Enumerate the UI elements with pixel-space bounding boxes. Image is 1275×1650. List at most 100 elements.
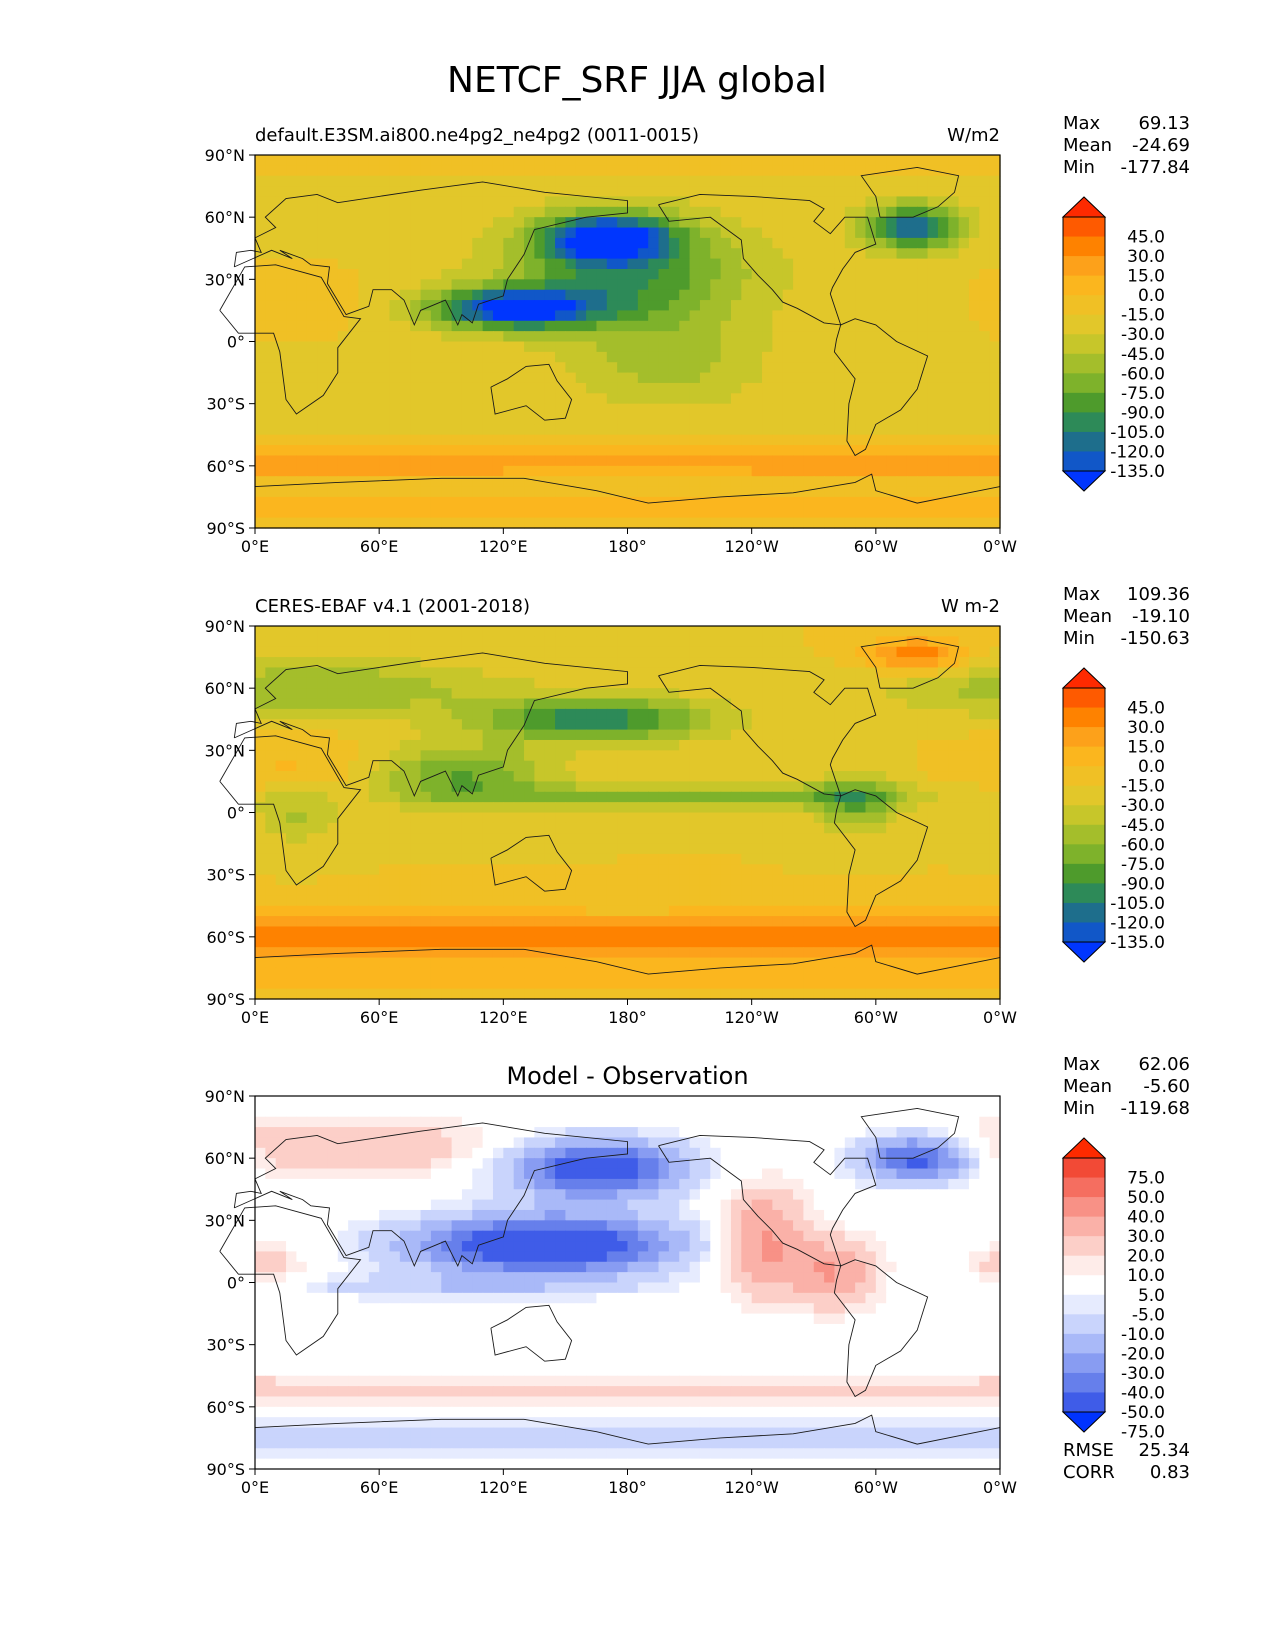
- contour-cell: [565, 916, 577, 928]
- contour-cell: [596, 372, 608, 384]
- contour-cell: [389, 957, 401, 969]
- contour-cell: [979, 465, 991, 477]
- contour-cell: [296, 947, 308, 959]
- contour-cell: [865, 393, 877, 405]
- contour-cell: [255, 217, 266, 229]
- contour-cell: [524, 372, 535, 384]
- contour-cell: [492, 186, 504, 198]
- contour-cell: [958, 802, 970, 814]
- contour-cell: [606, 947, 618, 959]
- contour-cell: [337, 636, 349, 648]
- contour-cell: [948, 175, 960, 187]
- contour-cell: [451, 175, 463, 187]
- contour-cell: [699, 414, 711, 425]
- contour-cell: [482, 739, 494, 751]
- contour-cell: [917, 885, 929, 896]
- contour-cell: [637, 186, 649, 198]
- contour-cell: [399, 289, 411, 301]
- contour-cell: [534, 905, 546, 917]
- contour-cell: [358, 186, 370, 198]
- contour-cell: [482, 905, 494, 917]
- contour-cell: [968, 802, 980, 814]
- contour-cell: [627, 414, 639, 425]
- contour-cell: [699, 372, 711, 384]
- contour-cell: [720, 802, 732, 814]
- contour-cell: [368, 258, 380, 270]
- contour-cell: [658, 677, 670, 689]
- contour-cell: [555, 331, 567, 343]
- contour-cell: [730, 947, 742, 959]
- contour-cell: [896, 708, 908, 720]
- contour-cell: [482, 677, 494, 689]
- contour-cell: [306, 626, 318, 637]
- contour-cell: [555, 268, 567, 280]
- contour-cell: [296, 237, 308, 249]
- contour-cell: [513, 372, 525, 384]
- contour-cell: [430, 750, 442, 762]
- contour-cell: [368, 636, 380, 648]
- contour-cell: [555, 802, 567, 814]
- contour-cell: [679, 268, 691, 280]
- contour-cell: [668, 351, 680, 363]
- contour-cell: [524, 196, 535, 208]
- contour-cell: [679, 320, 691, 332]
- contour-cell: [606, 268, 618, 280]
- contour-cell: [544, 310, 556, 322]
- contour-cell: [492, 874, 504, 886]
- contour-cell: [255, 382, 266, 394]
- contour-cell: [627, 947, 639, 959]
- contour-cell: [534, 486, 546, 498]
- contour-cell: [544, 864, 556, 876]
- contour-cell: [762, 771, 773, 783]
- contour-cell: [368, 905, 380, 917]
- contour-cell: [720, 310, 732, 322]
- contour-cell: [617, 698, 629, 710]
- contour-cell: [906, 279, 918, 291]
- contour-cell: [286, 300, 297, 312]
- contour-cell: [824, 455, 836, 467]
- contour-cell: [865, 636, 877, 648]
- contour-cell: [865, 698, 877, 710]
- contour-cell: [296, 424, 308, 436]
- contour-cell: [410, 916, 422, 928]
- contour-cell: [348, 771, 360, 783]
- contour-cell: [979, 248, 991, 260]
- contour-cell: [286, 227, 297, 239]
- contour-cell: [989, 636, 1001, 648]
- contour-cell: [958, 812, 970, 824]
- contour-cell: [306, 186, 318, 198]
- contour-cell: [813, 947, 825, 959]
- contour-cell: [513, 771, 525, 783]
- contour-cell: [461, 646, 473, 658]
- contour-cell: [803, 455, 815, 467]
- contour-cell: [648, 310, 660, 322]
- contour-cell: [482, 626, 494, 637]
- contour-cell: [606, 646, 618, 658]
- contour-cell: [813, 496, 825, 508]
- contour-cell: [575, 822, 587, 834]
- colorbar-tick-label: -75.0: [1121, 384, 1165, 404]
- contour-cell: [979, 424, 991, 436]
- contour-cell: [710, 874, 722, 886]
- contour-cell: [834, 926, 846, 938]
- contour-cell: [968, 445, 980, 457]
- contour-cell: [927, 812, 939, 824]
- contour-cell: [451, 372, 463, 384]
- contour-cell: [596, 351, 608, 363]
- contour-cell: [492, 750, 504, 762]
- contour-cell: [410, 268, 422, 280]
- contour-cell: [948, 760, 960, 772]
- contour-cell: [782, 947, 794, 959]
- contour-cell: [606, 434, 618, 446]
- contour-cell: [410, 957, 422, 969]
- coastline: [658, 193, 877, 326]
- contour-cell: [472, 310, 484, 322]
- contour-cell: [379, 331, 391, 343]
- contour-cell: [855, 636, 867, 648]
- contour-cell: [886, 341, 898, 353]
- contour-cell: [751, 507, 763, 519]
- contour-cell: [337, 657, 349, 669]
- contour-cell: [689, 268, 701, 280]
- contour-cell: [503, 455, 515, 467]
- contour-cell: [286, 791, 297, 803]
